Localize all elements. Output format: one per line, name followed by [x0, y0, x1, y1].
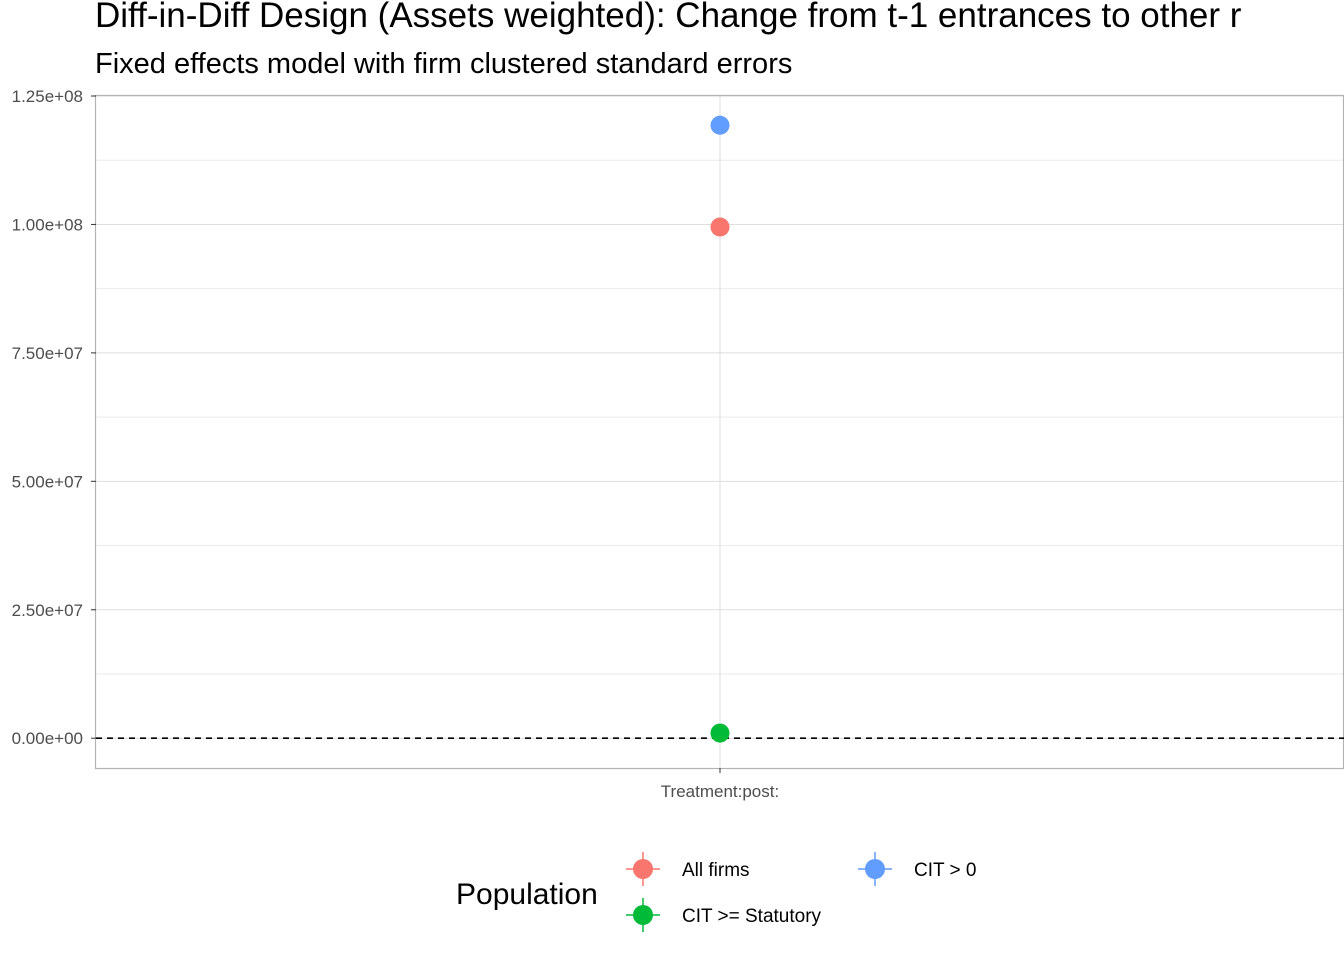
- data-points: [710, 115, 730, 743]
- legend-key-all-firms: [633, 859, 653, 879]
- legend: Population All firms CIT >= Statutory CI…: [456, 852, 976, 932]
- y-tick-label: 0.00e+00: [12, 729, 83, 748]
- legend-title: Population: [456, 878, 598, 911]
- x-axis: Treatment:post:: [661, 768, 779, 801]
- data-point-cit-0: [710, 115, 730, 135]
- legend-entry-cit-positive: CIT > 0: [858, 852, 976, 886]
- legend-entry-all-firms: All firms: [626, 852, 750, 886]
- y-tick-label: 5.00e+07: [12, 472, 83, 491]
- legend-key-cit-positive: [865, 859, 885, 879]
- grid-lines: [96, 95, 1344, 768]
- legend-entry-cit-statutory: CIT >= Statutory: [626, 898, 822, 932]
- y-tick-label: 1.00e+08: [12, 215, 83, 234]
- y-tick-label: 2.50e+07: [12, 601, 83, 620]
- data-point-all-firms: [710, 217, 730, 237]
- chart-subtitle: Fixed effects model with firm clustered …: [95, 48, 793, 80]
- chart-title: Diff-in-Diff Design (Assets weighted): C…: [95, 0, 1242, 35]
- y-tick-label: 1.25e+08: [12, 87, 83, 106]
- x-tick-label: Treatment:post:: [661, 782, 779, 801]
- legend-label-cit-statutory: CIT >= Statutory: [682, 906, 822, 927]
- y-tick-label: 7.50e+07: [12, 344, 83, 363]
- legend-key-cit-statutory: [633, 905, 653, 925]
- legend-label-cit-positive: CIT > 0: [914, 860, 976, 881]
- legend-label-all-firms: All firms: [682, 860, 750, 881]
- data-point-cit-statutory: [710, 723, 730, 743]
- y-axis: 0.00e+00 2.50e+07 5.00e+07 7.50e+07 1.00e+08…: [12, 87, 96, 748]
